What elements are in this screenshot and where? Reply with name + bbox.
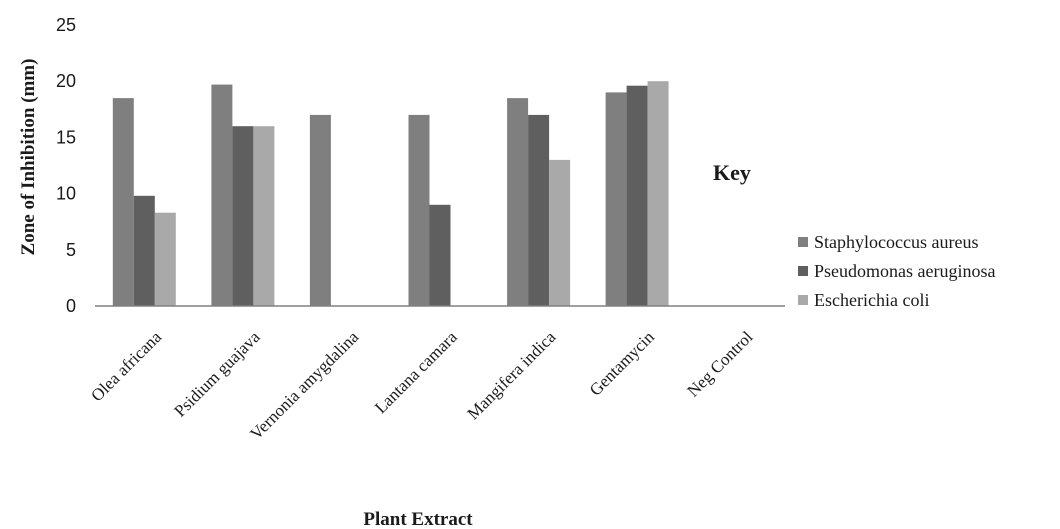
y-tick-label: 15 bbox=[56, 127, 76, 147]
bar bbox=[626, 85, 648, 306]
legend-label: Staphylococcus aureus bbox=[814, 232, 978, 252]
x-tick-label: Psidium guajava bbox=[170, 327, 264, 421]
bar bbox=[112, 98, 134, 306]
bar bbox=[549, 159, 571, 306]
bar bbox=[605, 92, 627, 307]
bar bbox=[408, 114, 430, 307]
bar bbox=[429, 204, 451, 306]
y-tick-label: 25 bbox=[56, 15, 76, 35]
bar bbox=[232, 126, 254, 306]
bar bbox=[309, 114, 331, 307]
x-tick-label: Vernonia amygdalina bbox=[246, 327, 362, 443]
bar bbox=[211, 84, 233, 306]
bar bbox=[507, 98, 529, 306]
y-tick-label: 10 bbox=[56, 184, 76, 204]
bar bbox=[647, 81, 669, 306]
legend-label: Pseudomonas aeruginosa bbox=[814, 261, 995, 281]
legend-swatch bbox=[798, 237, 808, 247]
legend-swatch bbox=[798, 295, 808, 305]
x-tick-label: Lantana camara bbox=[371, 327, 461, 417]
y-axis-ticks: 0 5 10 15 20 25 bbox=[56, 15, 76, 316]
legend-key-label: Key bbox=[713, 160, 751, 185]
x-tick-label: Gentamycin bbox=[586, 327, 659, 400]
y-axis-title: Zone of Inhibition (mm) bbox=[18, 59, 39, 256]
y-tick-label: 5 bbox=[66, 240, 76, 260]
legend-label: Escherichia coli bbox=[814, 290, 929, 310]
legend-swatch bbox=[798, 266, 808, 276]
bar bbox=[133, 195, 155, 306]
x-tick-label: Mangifera indica bbox=[464, 327, 560, 423]
x-axis-title: Plant Extract bbox=[363, 509, 473, 529]
x-tick-label: Neg Control bbox=[683, 327, 756, 400]
legend: Staphylococcus aureus Pseudomonas aerugin… bbox=[798, 232, 995, 310]
bars bbox=[112, 81, 669, 307]
bar bbox=[154, 212, 176, 306]
bar bbox=[528, 114, 550, 307]
x-tick-label: Olea africana bbox=[87, 327, 165, 405]
bar bbox=[253, 126, 275, 306]
y-tick-label: 20 bbox=[56, 71, 76, 91]
y-tick-label: 0 bbox=[66, 296, 76, 316]
